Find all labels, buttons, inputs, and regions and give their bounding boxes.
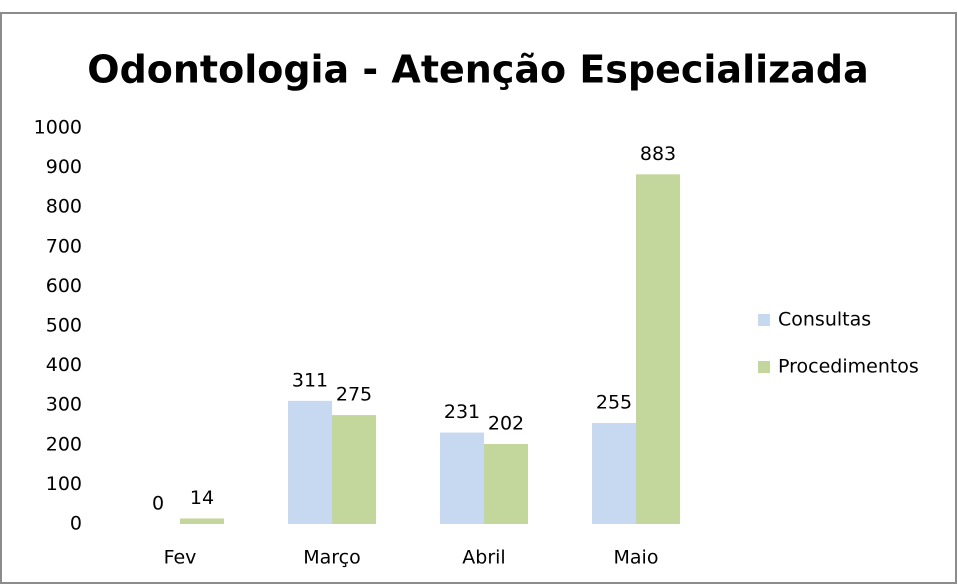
y-tick-label: 200 xyxy=(46,433,82,455)
y-tick-label: 700 xyxy=(46,235,82,257)
y-tick-label: 300 xyxy=(46,394,82,416)
x-tick-label: Fev xyxy=(164,547,197,569)
legend-label: Procedimentos xyxy=(778,356,919,378)
data-label: 255 xyxy=(596,392,632,414)
data-label: 311 xyxy=(292,369,328,391)
y-tick-label: 400 xyxy=(46,354,82,376)
bar xyxy=(484,444,528,524)
chart-title: Odontologia - Atenção Especializada xyxy=(87,48,868,92)
y-tick-label: 1000 xyxy=(34,117,82,139)
bar xyxy=(440,432,484,524)
legend-swatch xyxy=(758,361,770,373)
y-tick-label: 900 xyxy=(46,156,82,178)
data-label: 275 xyxy=(336,384,372,406)
x-tick-label: Abril xyxy=(462,547,505,569)
bar xyxy=(288,400,332,524)
data-label: 883 xyxy=(640,143,676,165)
y-tick-label: 800 xyxy=(46,196,82,218)
data-label: 231 xyxy=(444,401,480,423)
data-label: 14 xyxy=(190,487,214,509)
y-tick-label: 500 xyxy=(46,315,82,337)
y-tick-label: 600 xyxy=(46,275,82,297)
data-label: 202 xyxy=(488,413,524,435)
bar xyxy=(636,174,680,524)
legend-swatch xyxy=(758,314,770,326)
bar xyxy=(180,518,224,524)
x-tick-label: Março xyxy=(303,547,361,569)
legend-label: Consultas xyxy=(778,309,871,331)
y-tick-label: 0 xyxy=(70,513,82,535)
bar xyxy=(592,423,636,524)
y-tick-label: 100 xyxy=(46,473,82,495)
bar xyxy=(332,415,376,524)
data-label: 0 xyxy=(152,493,164,515)
x-tick-label: Maio xyxy=(614,547,659,569)
